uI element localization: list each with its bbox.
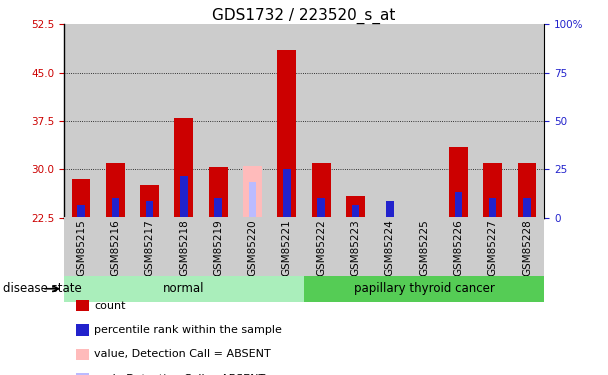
Bar xyxy=(249,182,257,218)
Text: rank, Detection Call = ABSENT: rank, Detection Call = ABSENT xyxy=(94,374,266,375)
Bar xyxy=(209,167,227,217)
Bar xyxy=(270,24,304,217)
Text: GSM85216: GSM85216 xyxy=(110,219,120,276)
Bar xyxy=(386,201,393,217)
Text: GSM85218: GSM85218 xyxy=(179,219,189,276)
Bar xyxy=(270,217,304,276)
Bar xyxy=(517,163,536,218)
Bar xyxy=(133,24,167,217)
Bar xyxy=(215,198,222,217)
Text: GSM85217: GSM85217 xyxy=(145,219,154,276)
Bar xyxy=(338,24,373,217)
Bar xyxy=(407,217,441,276)
Text: GSM85224: GSM85224 xyxy=(385,219,395,276)
Bar xyxy=(304,217,338,276)
Text: normal: normal xyxy=(163,282,205,295)
Bar xyxy=(475,24,510,217)
Bar xyxy=(283,169,291,217)
Bar xyxy=(133,217,167,276)
Bar xyxy=(510,24,544,217)
Bar xyxy=(489,198,497,217)
Bar xyxy=(441,24,475,217)
Bar xyxy=(174,118,193,218)
Text: GSM85225: GSM85225 xyxy=(419,219,429,276)
Bar xyxy=(64,276,304,302)
Bar xyxy=(243,166,262,218)
Bar xyxy=(180,176,188,217)
Bar xyxy=(441,217,475,276)
Bar xyxy=(351,205,359,218)
Text: GSM85222: GSM85222 xyxy=(316,219,326,276)
Text: GSM85228: GSM85228 xyxy=(522,219,532,276)
Bar xyxy=(373,24,407,217)
Bar xyxy=(201,217,235,276)
Bar xyxy=(304,276,544,302)
Bar xyxy=(338,217,373,276)
Text: percentile rank within the sample: percentile rank within the sample xyxy=(94,325,282,335)
Text: count: count xyxy=(94,301,126,310)
Title: GDS1732 / 223520_s_at: GDS1732 / 223520_s_at xyxy=(212,8,396,24)
Bar xyxy=(317,198,325,217)
Bar xyxy=(277,50,296,217)
Bar xyxy=(483,163,502,218)
Bar xyxy=(64,24,98,217)
Text: GSM85223: GSM85223 xyxy=(350,219,361,276)
Bar xyxy=(140,185,159,218)
Text: papillary thyroid cancer: papillary thyroid cancer xyxy=(354,282,494,295)
Bar xyxy=(111,198,119,217)
Text: GSM85219: GSM85219 xyxy=(213,219,223,276)
Bar xyxy=(346,196,365,217)
Bar xyxy=(167,217,201,276)
Text: GSM85227: GSM85227 xyxy=(488,219,498,276)
Bar xyxy=(235,24,270,217)
Bar xyxy=(407,24,441,217)
Bar xyxy=(146,201,153,217)
Bar xyxy=(523,198,531,217)
Bar xyxy=(72,179,91,218)
Bar xyxy=(98,217,133,276)
Bar xyxy=(304,24,338,217)
Bar xyxy=(373,217,407,276)
Bar xyxy=(201,24,235,217)
Bar xyxy=(312,163,331,218)
Text: GSM85221: GSM85221 xyxy=(282,219,292,276)
Text: value, Detection Call = ABSENT: value, Detection Call = ABSENT xyxy=(94,350,271,359)
Text: GSM85215: GSM85215 xyxy=(76,219,86,276)
Bar xyxy=(475,217,510,276)
Bar xyxy=(77,205,85,218)
Text: GSM85220: GSM85220 xyxy=(247,219,258,276)
Bar xyxy=(167,24,201,217)
Bar xyxy=(64,217,98,276)
Text: disease state: disease state xyxy=(3,282,82,295)
Bar xyxy=(106,163,125,218)
Bar xyxy=(98,24,133,217)
Text: GSM85226: GSM85226 xyxy=(454,219,463,276)
Bar xyxy=(510,217,544,276)
Bar xyxy=(449,147,468,218)
Bar xyxy=(455,192,462,217)
Bar xyxy=(235,217,270,276)
